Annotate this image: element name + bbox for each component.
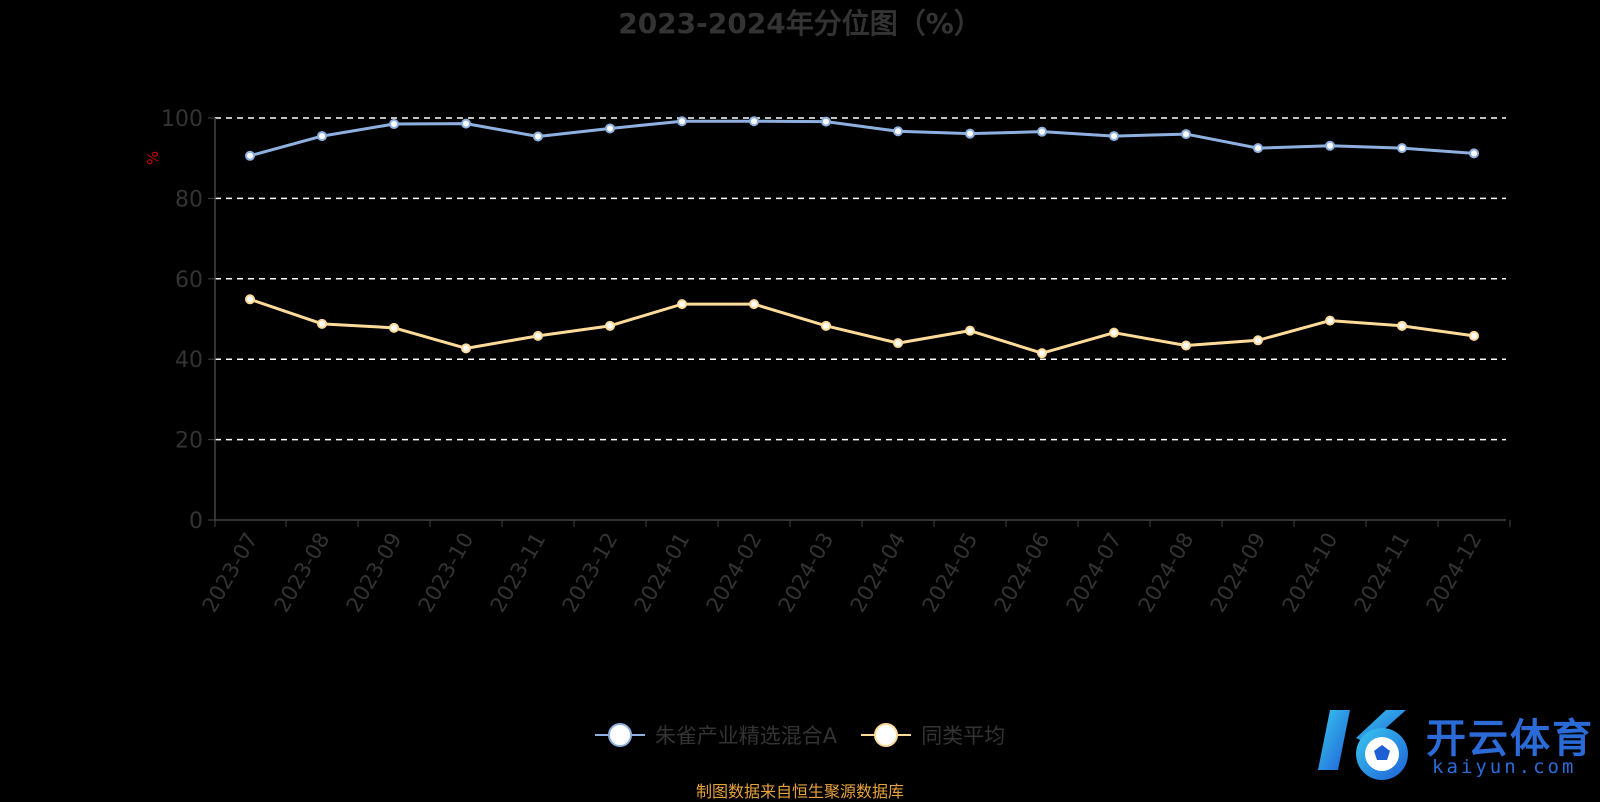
x-tick-label: 2023-08 [270,529,335,617]
y-tick-label: 80 [175,187,203,212]
x-tick-label: 2024-11 [1350,529,1415,617]
data-point-category-average [389,322,399,333]
series-line-fund [249,119,1475,158]
y-tick-label: 60 [175,268,203,293]
data-point-category-average [605,320,615,331]
x-tick-label: 2024-12 [1422,529,1487,617]
data-point-fund [749,116,759,127]
data-point-category-average [1037,348,1047,359]
x-tick-label: 2024-06 [990,529,1055,617]
grid-layer [215,117,1506,441]
x-tick-label: 2024-02 [702,529,767,617]
x-tick-label: 2024-04 [846,529,911,617]
data-point-fund [965,128,975,139]
chart-legend: 朱雀产业精选混合A 同类平均 [0,720,1600,750]
x-tick-label: 2023-12 [558,529,623,617]
logo-sub-text: kaiyun.com [1432,756,1577,778]
data-point-fund [245,150,255,161]
legend-label-fund: 朱雀产业精选混合A [654,724,838,748]
data-point-category-average [1397,320,1407,331]
y-tick-label: 40 [175,348,203,373]
data-point-fund [1181,129,1191,140]
data-point-category-average [749,299,759,310]
data-point-category-average [245,294,255,305]
data-point-category-average [533,330,543,341]
x-tick-label: 2023-10 [414,529,479,617]
data-point-fund [1469,148,1479,159]
x-tick-label: 2024-05 [918,529,983,617]
legend-item-category-average[interactable]: 同类平均 [861,720,1005,750]
y-tick-label: 20 [175,429,203,454]
data-source-note: 制图数据来自恒生聚源数据库 [695,782,904,801]
y-axis-label: % [144,151,162,165]
data-point-fund [1109,131,1119,142]
data-point-fund [1253,143,1263,154]
x-tick-label: 2024-09 [1206,529,1271,617]
data-point-category-average [1253,335,1263,346]
x-tick-label: 2024-10 [1278,529,1343,617]
legend-marker-fund [594,723,645,747]
data-point-fund [1325,140,1335,151]
x-tick-label: 2024-01 [630,529,695,617]
y-tick-label: 100 [161,107,203,132]
legend-item-fund[interactable]: 朱雀产业精选混合A [594,720,838,750]
kaiyun-logo-icon [1318,710,1408,780]
x-tick-label: 2023-11 [486,529,551,617]
data-point-category-average [1325,315,1335,326]
legend-label-category-average: 同类平均 [921,724,1006,748]
data-point-fund [461,118,471,129]
data-point-category-average [317,318,327,329]
data-point-fund [317,131,327,142]
series-layer [245,116,1479,359]
y-tick-label: 0 [189,509,203,534]
x-tick-label: 2023-07 [198,529,263,617]
data-point-category-average [893,338,903,349]
data-point-fund [893,126,903,137]
chart-title: 2023-2024年分位图（%） [618,7,982,40]
data-point-fund [1037,126,1047,137]
x-tick-label: 2024-07 [1062,529,1127,617]
data-point-fund [821,116,831,127]
data-point-category-average [1109,327,1119,338]
data-point-fund [533,131,543,142]
legend-marker-category-average [861,723,912,747]
data-point-category-average [965,325,975,336]
x-tick-label: 2024-03 [774,529,839,617]
x-tick-label: 2024-08 [1134,529,1199,617]
data-point-category-average [677,299,687,310]
data-point-fund [389,119,399,130]
data-point-category-average [1181,340,1191,351]
data-point-fund [605,123,615,134]
x-tick-label: 2023-09 [342,529,407,617]
data-point-fund [1397,143,1407,154]
data-point-category-average [821,320,831,331]
logo-main-text: 开云体育 [1426,716,1594,762]
series-line-category-average [249,297,1475,355]
kaiyun-logo: 开云体育 kaiyun.com [1316,698,1592,788]
data-point-category-average [461,343,471,354]
data-point-fund [677,116,687,127]
data-point-category-average [1469,330,1479,341]
